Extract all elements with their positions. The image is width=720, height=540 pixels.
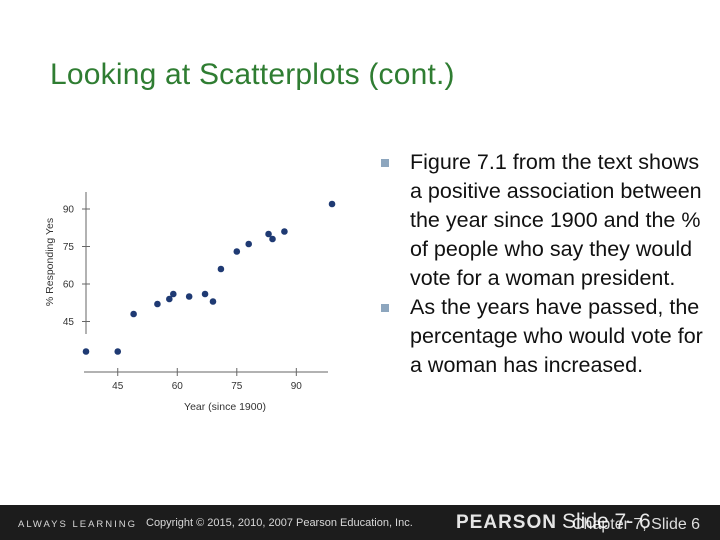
scatterplot-chart: 45 60 75 90 45 60 75 90 Year (since 1900) % Respo… (44, 192, 336, 413)
bullet-item: Figure 7.1 from the text shows a positiv… (380, 148, 715, 293)
bullet-item: As the years have passed, the percentage… (380, 293, 715, 380)
data-point (82, 348, 90, 355)
footer-tagline: ALWAYS LEARNING (18, 519, 138, 530)
bullet-square-icon (381, 304, 389, 312)
data-point (217, 265, 225, 273)
data-point (245, 240, 252, 248)
data-point (281, 228, 288, 235)
data-point (185, 293, 193, 300)
data-point (201, 290, 209, 298)
slide-number-small: Chapter 7, Slide 6 (572, 516, 701, 533)
bullet-square-icon (381, 159, 389, 167)
bullet-text: Figure 7.1 from the text shows a positiv… (410, 150, 702, 290)
data-point (166, 295, 173, 303)
slide-number-large: Slide 7- 6 (562, 510, 651, 533)
footer-copyright: Copyright © 2015, 2010, 2007 Pearson Edu… (146, 517, 413, 529)
x-tick-label: 75 (231, 381, 243, 392)
slide-title: Looking at Scatterplots (cont.) (50, 58, 455, 91)
y-tick-label: 45 (63, 317, 75, 328)
data-point (269, 235, 276, 243)
data-point (265, 230, 272, 238)
pearson-logo: PEARSON (456, 512, 557, 533)
data-point (154, 300, 161, 308)
y-tick-label: 90 (63, 205, 75, 216)
data-point (233, 248, 241, 255)
bullet-text: As the years have passed, the percentage… (410, 295, 703, 377)
x-tick-label: 90 (291, 381, 303, 392)
y-tick-label: 60 (63, 280, 75, 291)
data-point (209, 298, 217, 305)
y-axis-label: % Responding Yes (44, 218, 56, 306)
x-tick-label: 60 (172, 381, 184, 392)
footer-bar: ALWAYS LEARNING Copyright © 2015, 2010, … (0, 505, 720, 540)
x-axis-label: Year (since 1900) (184, 401, 266, 413)
data-point (130, 310, 137, 318)
data-point (170, 290, 177, 298)
y-tick-label: 75 (63, 242, 75, 253)
data-point (328, 200, 336, 208)
x-tick-label: 45 (112, 381, 124, 392)
bullet-list: Figure 7.1 from the text shows a positiv… (380, 148, 715, 380)
data-point (114, 348, 122, 355)
